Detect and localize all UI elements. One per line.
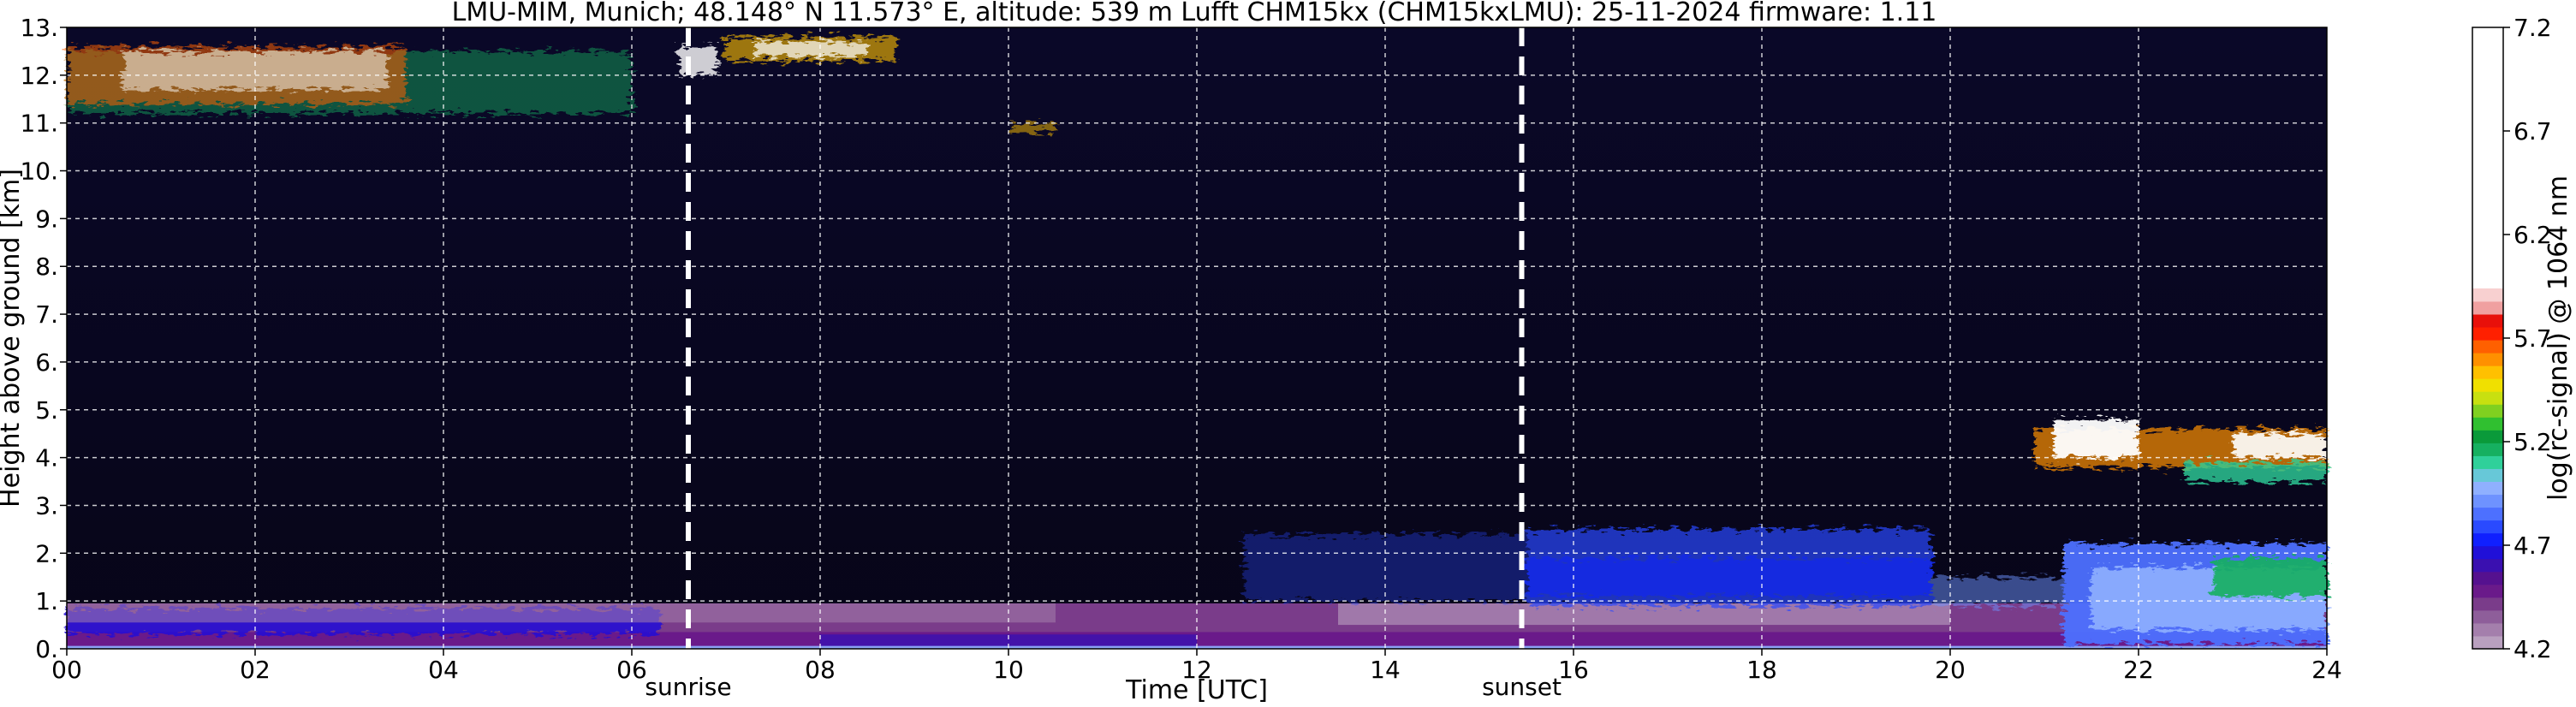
colorbar-segment — [2472, 468, 2503, 482]
colorbar-segment — [2472, 365, 2503, 379]
x-tick-label: 04 — [428, 656, 459, 684]
colorbar-tick-label: 5.7 — [2514, 324, 2552, 353]
feature-low-blue — [820, 634, 1197, 647]
chart-title: LMU-MIM, Munich; 48.148° N 11.573° E, al… — [452, 0, 1937, 27]
colorbar-segment — [2472, 558, 2503, 573]
colorbar-segment — [2472, 353, 2503, 366]
colorbar-segment — [2472, 597, 2503, 611]
colorbar-segment — [2472, 443, 2503, 456]
colorbar-segment — [2472, 300, 2503, 315]
colorbar-segment — [2472, 327, 2503, 341]
colorbar-segment — [2472, 417, 2503, 431]
x-tick-label: 18 — [1746, 656, 1777, 684]
x-tick-label: 02 — [240, 656, 271, 684]
colorbar-segment — [2472, 532, 2503, 547]
colorbar-segment — [2472, 404, 2503, 418]
colorbar-tick-label: 4.2 — [2514, 635, 2552, 663]
y-tick-label: 1. — [35, 587, 58, 615]
y-tick-label: 10. — [20, 157, 58, 186]
colorbar-tick-label: 6.2 — [2514, 221, 2552, 249]
plot-area — [66, 27, 2328, 650]
colorbar-segment — [2472, 622, 2503, 637]
colorbar-segment — [2472, 609, 2503, 624]
x-tick-label: 16 — [1558, 656, 1589, 684]
y-axis-ticks: 0. 1. 2. 3. 4. 5. 6. 7. 8. 9. 10. 11. 12. 13. — [20, 14, 67, 663]
y-tick-label: 5. — [35, 396, 58, 425]
colorbar-segment — [2472, 313, 2503, 328]
colorbar-segment — [2472, 288, 2503, 302]
colorbar-segment — [2472, 494, 2503, 508]
x-axis-label: Time [UTC] — [1125, 675, 1268, 705]
x-tick-label: 20 — [1935, 656, 1966, 684]
y-tick-label: 3. — [35, 491, 58, 520]
colorbar-tick-label: 4.7 — [2514, 532, 2552, 560]
x-tick-label: 14 — [1370, 656, 1401, 684]
feature-evening-green — [2214, 557, 2327, 597]
grid-lines — [67, 27, 2327, 649]
colorbar: 4.2 4.7 5.2 5.7 6.2 6.7 7.2 — [2472, 14, 2552, 663]
y-tick-label: 11. — [20, 110, 58, 138]
colorbar-segment — [2472, 340, 2503, 354]
colorbar-segment — [2472, 430, 2503, 443]
colorbar-segment — [2472, 584, 2503, 598]
colorbar-segment — [2472, 545, 2503, 560]
y-tick-label: 13. — [20, 14, 58, 42]
y-tick-label: 4. — [35, 444, 58, 472]
x-tick-label: 00 — [51, 656, 82, 684]
x-tick-label: 10 — [993, 656, 1024, 684]
y-axis-label: Height above ground [km] — [0, 169, 26, 508]
x-tick-label: 08 — [805, 656, 836, 684]
colorbar-segment — [2472, 571, 2503, 585]
y-tick-label: 12. — [20, 62, 58, 90]
x-axis-ticks: 00 02 04 06 08 10 12 14 16 18 20 22 24 — [51, 649, 2342, 684]
event-label-sunset: sunset — [1482, 673, 1562, 701]
colorbar-segment — [2472, 481, 2503, 496]
colorbar-segment — [2472, 391, 2503, 405]
colorbar-tick-label: 6.7 — [2514, 117, 2552, 146]
y-tick-label: 6. — [35, 348, 58, 377]
colorbar-segment — [2472, 378, 2503, 392]
x-tick-label: 24 — [2311, 656, 2342, 684]
colorbar-label: log(rc-signal) @ 1064 nm — [2543, 175, 2573, 501]
colorbar-tick-label: 5.2 — [2514, 428, 2552, 456]
x-tick-label: 12 — [1181, 656, 1212, 684]
event-lines — [686, 27, 1525, 649]
x-tick-label: 22 — [2123, 656, 2154, 684]
colorbar-segment — [2472, 507, 2503, 521]
colorbar-segment — [2472, 520, 2503, 534]
colorbar-segment — [2472, 455, 2503, 469]
y-tick-label: 7. — [35, 300, 58, 329]
y-tick-label: 8. — [35, 253, 58, 281]
feature-haze-top — [67, 603, 1056, 623]
colorbar-tick-label: 7.2 — [2514, 14, 2552, 42]
colorbar-segment — [2472, 27, 2503, 288]
y-tick-label: 2. — [35, 539, 58, 567]
y-tick-label: 9. — [35, 205, 58, 233]
feature-afternoon-haze — [1338, 603, 1950, 626]
feature-residual-core — [1526, 557, 1931, 597]
x-tick-label: 06 — [616, 656, 647, 684]
event-label-sunrise: sunrise — [645, 673, 731, 701]
y-tick-label: 0. — [35, 635, 58, 663]
colorbar-segment — [2472, 635, 2503, 650]
